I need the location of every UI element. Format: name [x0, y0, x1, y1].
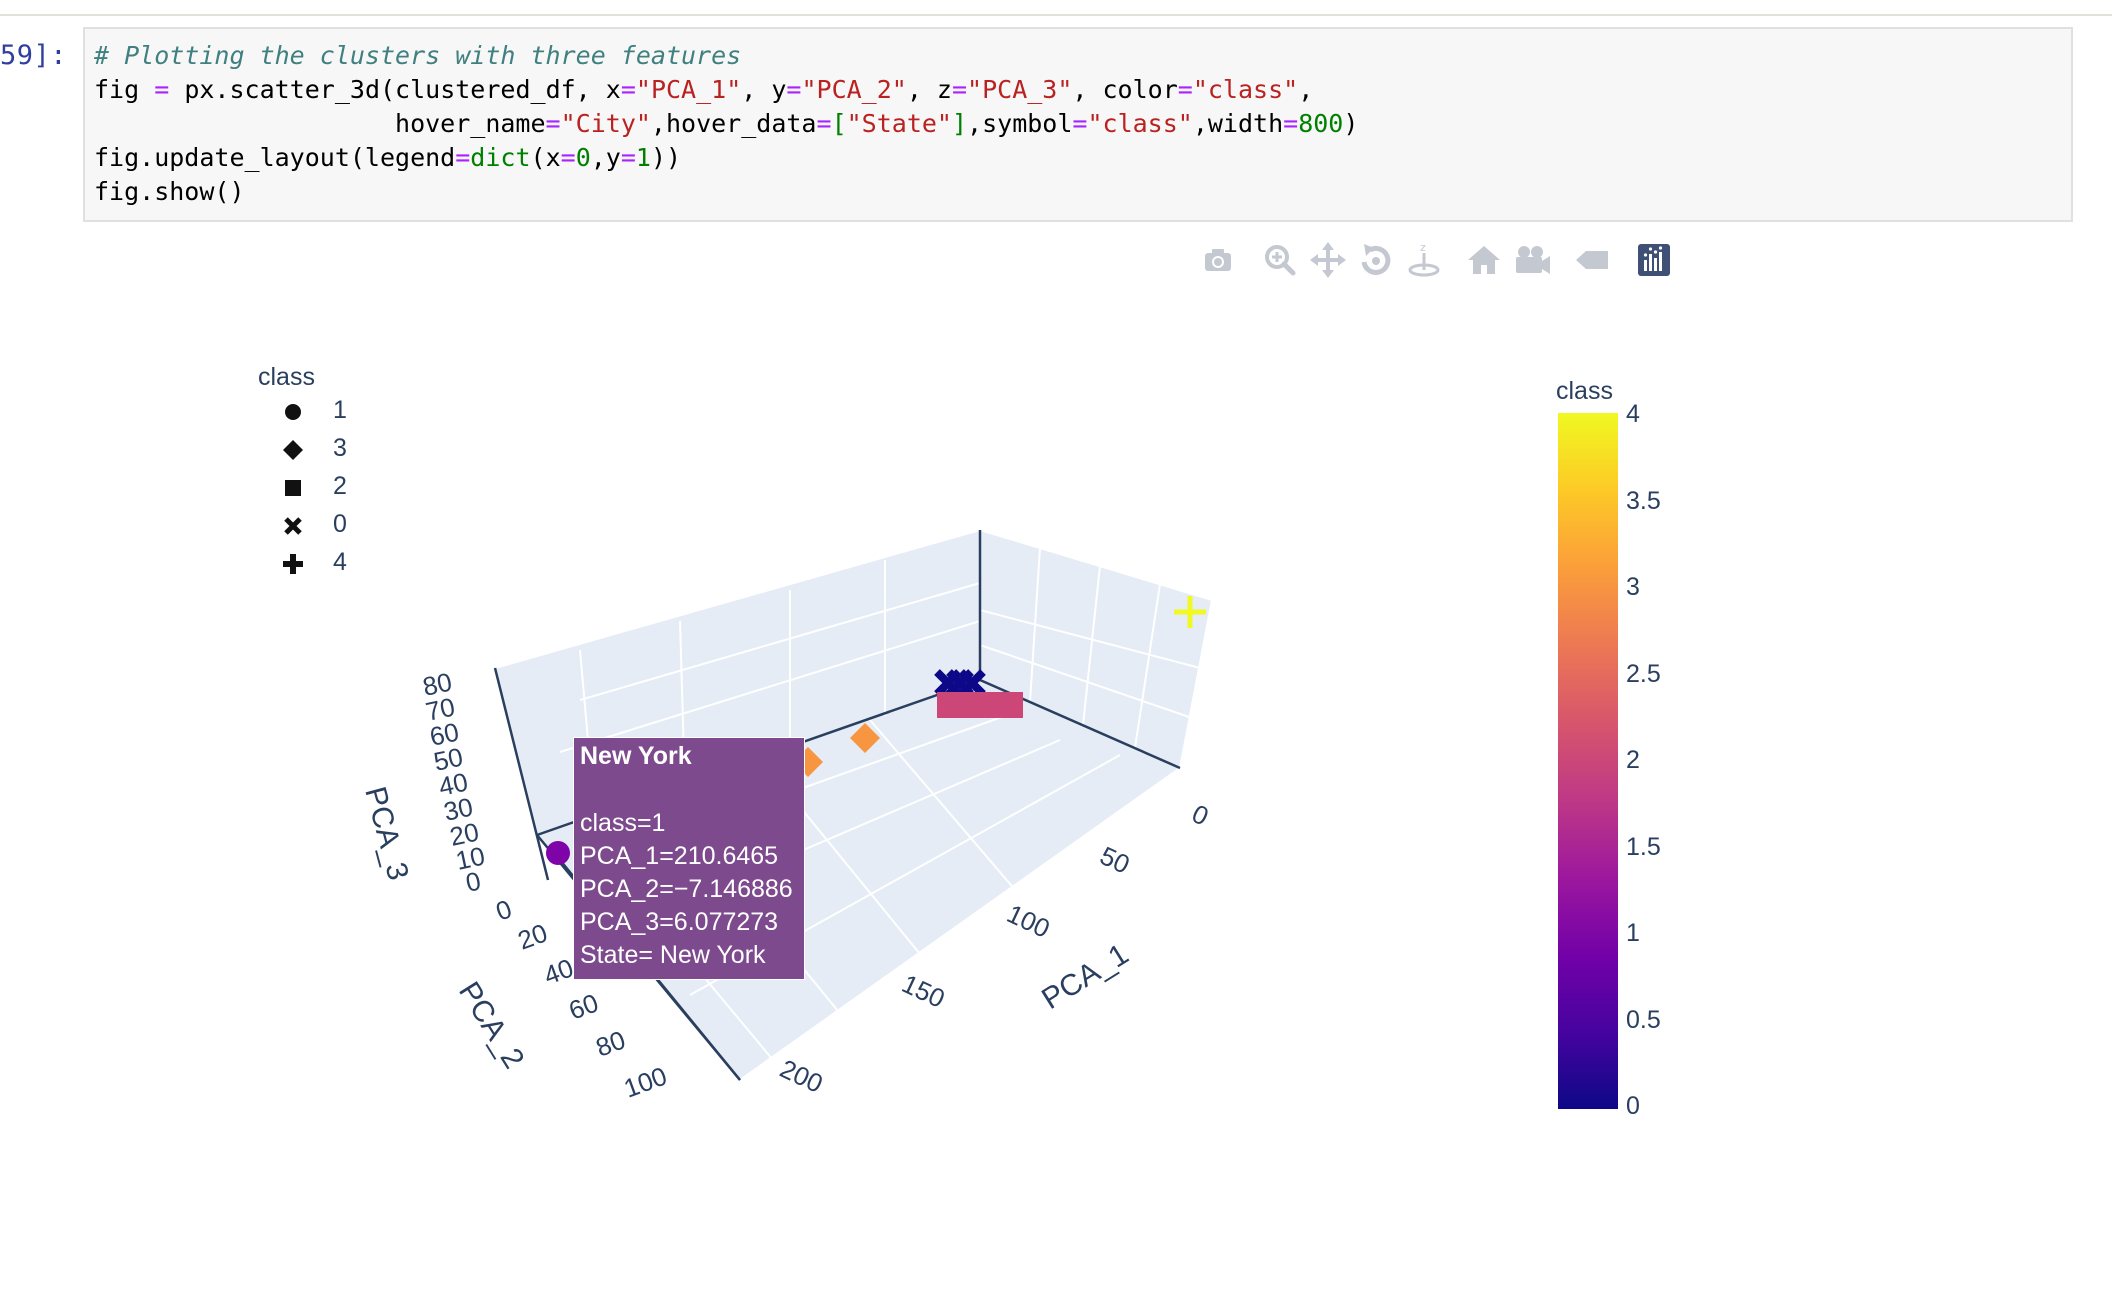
- legend-label: 2: [333, 472, 347, 500]
- z-tick: 40: [436, 767, 471, 802]
- legend-symbol-square-icon: [280, 475, 306, 501]
- legend-title: class: [258, 363, 315, 391]
- code-cell[interactable]: # Plotting the clusters with three featu…: [83, 27, 2073, 222]
- tooltip-line: PCA_1=210.6465: [580, 842, 779, 870]
- zoom-icon[interactable]: [1260, 240, 1300, 280]
- z-tick: 30: [441, 792, 476, 827]
- data-points: [546, 596, 1206, 865]
- x-axis-title: PCA_1: [1036, 938, 1134, 1016]
- legend-item-3[interactable]: 3: [270, 432, 390, 466]
- code-line-3: hover_name="City",hover_data=["State"],s…: [94, 109, 1359, 138]
- legend-label: 0: [333, 510, 347, 538]
- data-point-class-2[interactable]: [997, 692, 1023, 718]
- camera-icon[interactable]: [1198, 240, 1238, 280]
- legend-label: 1: [333, 396, 347, 424]
- y-tick: 0: [492, 893, 516, 926]
- colorbar-tick: 2.5: [1626, 659, 1661, 688]
- z-tick: 80: [420, 667, 455, 702]
- y-tick: 20: [514, 918, 551, 956]
- legend-symbol-circle-icon: [280, 399, 306, 425]
- code-line-comment: # Plotting the clusters with three featu…: [94, 41, 742, 70]
- legend-label: 4: [333, 548, 347, 576]
- cell-top-border: [0, 14, 2112, 16]
- data-point-class-1[interactable]: [546, 841, 570, 865]
- y-axis-title: PCA_2: [452, 976, 530, 1074]
- turntable-rotation-icon[interactable]: z: [1404, 240, 1444, 280]
- colorbar-tick: 0: [1626, 1092, 1640, 1120]
- z-tick: 20: [447, 817, 482, 852]
- colorbar: [1558, 413, 1618, 1109]
- tooltip-line: class=1: [580, 809, 666, 837]
- x-tick: 150: [897, 968, 949, 1014]
- pan-icon[interactable]: [1308, 240, 1348, 280]
- legend-symbol-x-icon: [280, 513, 306, 539]
- legend-symbol-diamond-icon: [280, 437, 306, 463]
- camera-view-icon[interactable]: [1512, 240, 1552, 280]
- legend-item-1[interactable]: 1: [270, 394, 390, 428]
- z-tick: 0: [463, 866, 483, 898]
- colorbar-tick: 0.5: [1626, 1005, 1661, 1034]
- data-point-class-3[interactable]: [850, 723, 880, 753]
- data-point-class-4[interactable]: [1174, 596, 1206, 628]
- colorbar-tick: 3.5: [1626, 486, 1661, 515]
- hover-toggle-icon[interactable]: [1572, 240, 1612, 280]
- code-line-5: fig.show(): [94, 177, 245, 206]
- cell-prompt: 59]:: [0, 40, 68, 71]
- legend-item-2[interactable]: 2: [270, 470, 390, 504]
- colorbar-tick: 1.5: [1626, 832, 1661, 861]
- z-tick: 60: [427, 717, 462, 752]
- tooltip-line: State= New York: [580, 941, 766, 969]
- tooltip-line: PCA_2=−7.146886: [580, 875, 793, 903]
- home-icon[interactable]: [1464, 240, 1504, 280]
- x-tick: 50: [1095, 840, 1134, 879]
- z-tick: 70: [423, 692, 458, 727]
- colorbar-tick: 2: [1626, 746, 1640, 774]
- y-tick: 60: [565, 988, 602, 1026]
- legend-item-0[interactable]: 0: [270, 508, 390, 542]
- code-line-2: fig = px.scatter_3d(clustered_df, x="PCA…: [94, 75, 1314, 104]
- x-tick: 100: [1002, 898, 1054, 944]
- plotly-logo-icon[interactable]: [1634, 240, 1674, 280]
- z-tick: 50: [431, 742, 466, 777]
- colorbar-tick: 3: [1626, 573, 1640, 601]
- y-tick: 80: [592, 1025, 629, 1063]
- hover-tooltip: New York class=1 PCA_1=210.6465 PCA_2=−7…: [573, 737, 805, 980]
- plot-modebar: z: [1198, 240, 1698, 280]
- x-tick: 200: [775, 1053, 827, 1099]
- legend-item-4[interactable]: 4: [270, 546, 390, 580]
- z-tick: 10: [453, 841, 488, 876]
- colorbar-tick: 1: [1626, 919, 1640, 947]
- x-tick: 0: [1187, 798, 1213, 831]
- legend-label: 3: [333, 434, 347, 462]
- tooltip-line: PCA_3=6.077273: [580, 908, 779, 936]
- code-line-4: fig.update_layout(legend=dict(x=0,y=1)): [94, 143, 682, 172]
- y-tick: 40: [540, 953, 577, 991]
- orbit-rotation-icon[interactable]: [1356, 240, 1396, 280]
- z-axis-title: PCA_3: [358, 783, 414, 883]
- legend-symbol-cross-icon: [280, 551, 306, 577]
- svg-text:z: z: [1420, 241, 1426, 254]
- y-tick: 100: [620, 1061, 671, 1104]
- data-point-class-0[interactable]: [958, 669, 986, 697]
- colorbar-title: class: [1556, 377, 1613, 405]
- tooltip-title: New York: [580, 742, 692, 770]
- colorbar-tick: 4: [1626, 400, 1640, 428]
